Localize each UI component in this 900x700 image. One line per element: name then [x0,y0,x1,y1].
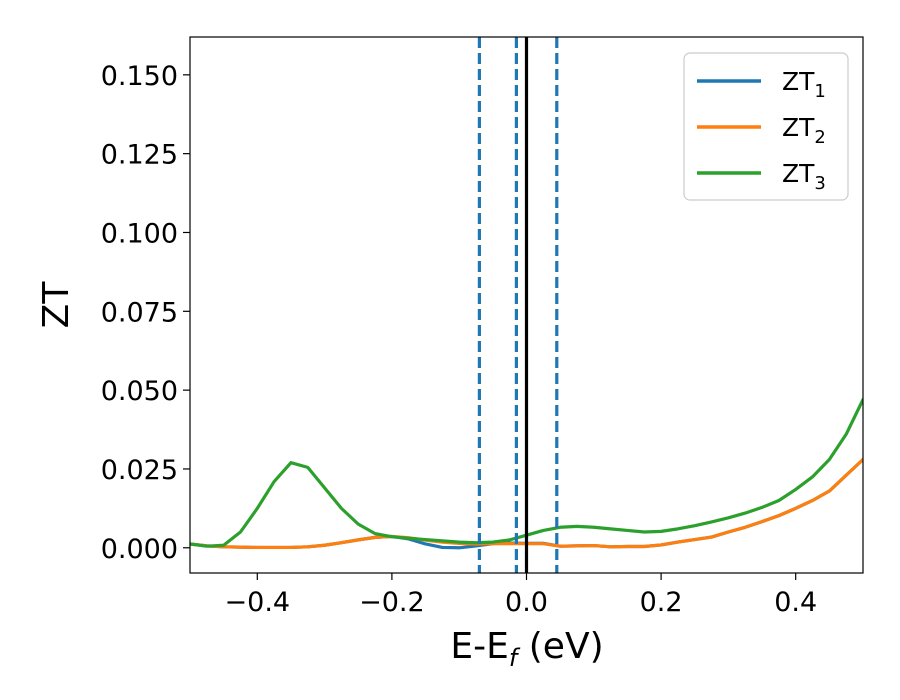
y-tick-label: 0.150 [101,61,178,92]
y-axis-title: ZT [36,281,77,329]
x-axis: −0.4 −0.2 0.0 0.2 0.4 [225,573,817,618]
y-tick-label: 0.000 [101,534,178,565]
y-tick-label: 0.125 [101,140,178,171]
x-axis-title: E-Ef (eV) [450,626,603,672]
plot-area [190,37,863,573]
legend-label-zt2: ZT2 [782,113,826,148]
x-tick-label: −0.4 [225,587,291,618]
y-tick-label: 0.100 [101,218,178,249]
x-tick-label: 0.0 [505,587,548,618]
x-tick-label: 0.2 [640,587,683,618]
x-tick-label: −0.2 [359,587,425,618]
y-tick-label: 0.075 [101,297,178,328]
y-tick-label: 0.050 [101,376,178,407]
legend-box [683,52,849,201]
y-axis: 0.000 0.025 0.050 0.075 0.100 0.125 0.150 [101,61,190,565]
legend-label-zt1: ZT1 [782,67,826,102]
legend: ZT1 ZT2 ZT3 [683,52,849,201]
y-tick-label: 0.025 [101,455,178,486]
x-tick-label: 0.4 [774,587,817,618]
legend-label-zt3: ZT3 [782,159,826,194]
